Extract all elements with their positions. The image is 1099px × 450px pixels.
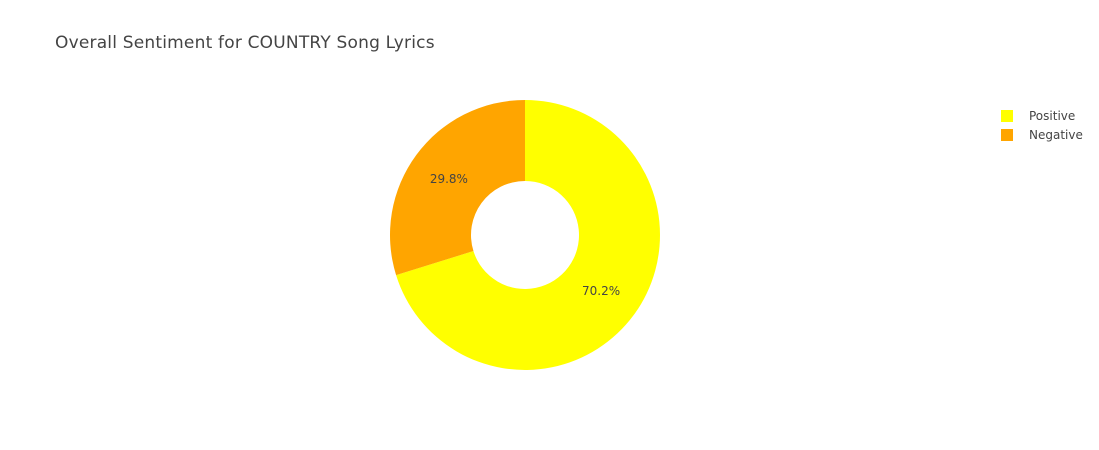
chart-title: Overall Sentiment for COUNTRY Song Lyric… bbox=[55, 33, 435, 53]
slice-positive[interactable] bbox=[396, 100, 660, 370]
legend-swatch-positive bbox=[1001, 109, 1013, 122]
legend-swatch-negative bbox=[1001, 128, 1013, 141]
slices-group bbox=[390, 100, 660, 370]
legend: Positive Negative bbox=[1001, 106, 1083, 144]
slice-label-positive: 70.2% bbox=[582, 284, 620, 298]
slice-negative[interactable] bbox=[390, 100, 525, 276]
legend-label-negative: Negative bbox=[1029, 127, 1083, 142]
legend-item-negative[interactable]: Negative bbox=[1001, 125, 1083, 144]
legend-item-positive[interactable]: Positive bbox=[1001, 106, 1083, 125]
legend-label-positive: Positive bbox=[1029, 108, 1076, 123]
slice-labels-group: 70.2% 29.8% bbox=[430, 172, 620, 298]
slice-label-negative: 29.8% bbox=[430, 172, 468, 186]
